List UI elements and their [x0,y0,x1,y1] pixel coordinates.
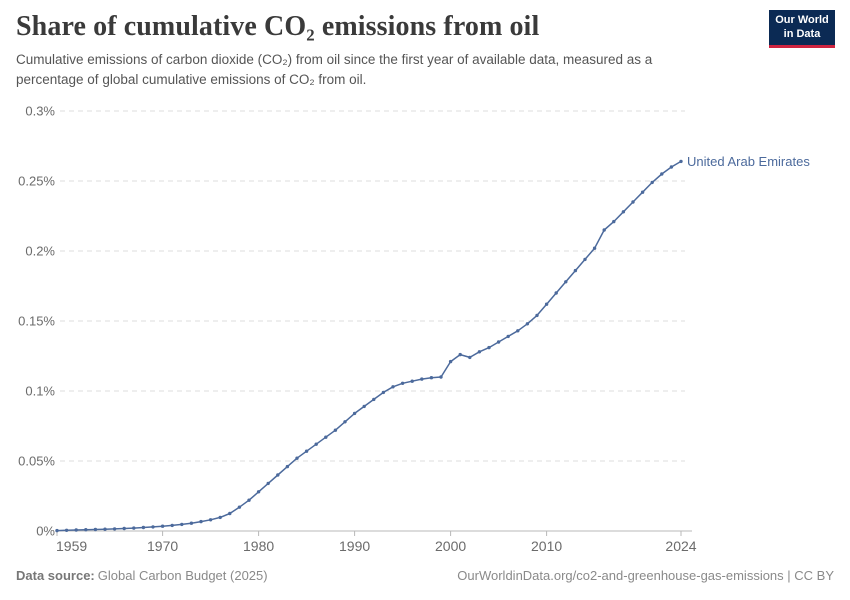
data-point[interactable] [381,390,386,395]
data-point[interactable] [496,340,501,344]
data-point[interactable] [266,481,270,486]
data-point[interactable] [228,511,232,516]
data-point[interactable] [583,257,587,262]
data-point[interactable] [74,528,78,532]
data-point[interactable] [84,528,88,532]
data-point[interactable] [256,490,261,494]
data-point[interactable] [55,528,59,533]
x-tick-label: 2000 [435,538,466,554]
y-tick-label: 0.05% [18,454,55,469]
data-point[interactable] [631,200,635,204]
data-point[interactable] [295,456,299,460]
owid-logo[interactable]: Our World in Data [769,10,835,48]
data-point[interactable] [420,377,424,381]
data-point[interactable] [592,246,597,250]
data-point[interactable] [199,519,203,524]
data-point[interactable] [314,442,318,446]
owid-logo-line2: in Data [783,27,821,40]
data-point[interactable] [621,210,626,214]
series-line[interactable] [56,160,682,532]
data-point[interactable] [544,302,549,306]
data-source: Data source: Global Carbon Budget (2025) [16,568,268,583]
data-point[interactable] [170,523,174,528]
data-point[interactable] [448,359,453,364]
data-point[interactable] [343,420,347,424]
owid-logo-line1: Our World [775,13,829,26]
data-point[interactable] [304,449,309,453]
x-tick-label: 1980 [243,538,274,554]
y-tick-label: 0% [36,524,55,539]
data-point[interactable] [660,172,664,176]
data-point[interactable] [218,515,222,520]
data-point[interactable] [679,159,683,164]
data-point[interactable] [439,375,443,379]
data-point[interactable] [573,268,578,273]
x-tick-label: 1990 [339,538,370,554]
data-point[interactable] [352,411,357,416]
data-point[interactable] [650,180,654,185]
data-point[interactable] [640,190,645,194]
data-point[interactable] [276,473,280,477]
data-point[interactable] [410,379,414,383]
data-point[interactable] [324,435,328,439]
data-point[interactable] [535,313,539,318]
data-point[interactable] [180,522,184,527]
x-tick-label: 2024 [665,538,696,554]
y-tick-label: 0.2% [25,244,55,259]
data-point[interactable] [564,280,568,284]
data-point[interactable] [525,322,530,326]
data-point[interactable] [612,219,616,224]
footer-link[interactable]: OurWorldinData.org/co2-and-greenhouse-ga… [457,568,834,583]
data-point[interactable] [151,525,155,529]
data-point[interactable] [237,505,242,509]
data-source-value: Global Carbon Budget (2025) [97,568,268,583]
x-tick-label: 1959 [56,538,87,554]
data-point[interactable] [93,527,98,532]
data-point[interactable] [285,464,290,469]
y-tick-label: 0.1% [25,384,55,399]
data-source-label: Data source: [16,568,95,583]
data-point[interactable] [333,428,338,432]
data-point[interactable] [160,524,165,528]
data-point[interactable] [208,518,213,522]
data-point[interactable] [122,526,126,531]
y-tick-label: 0.15% [18,314,55,329]
data-point[interactable] [112,527,117,531]
data-point[interactable] [103,527,107,531]
y-tick-label: 0.3% [25,104,55,119]
data-point[interactable] [429,376,434,380]
chart-subtitle: Cumulative emissions of carbon dioxide (… [16,52,653,88]
data-point[interactable] [506,334,510,339]
data-point[interactable] [487,345,491,350]
data-point[interactable] [458,352,462,357]
data-point[interactable] [141,525,146,530]
data-point[interactable] [247,498,251,502]
data-point[interactable] [468,355,472,360]
data-point[interactable] [477,350,482,354]
data-point[interactable] [189,521,194,525]
data-point[interactable] [132,526,136,530]
data-point[interactable] [554,291,558,295]
data-point[interactable] [516,329,520,333]
page-title: Share of cumulative CO₂ emissions from o… [16,11,540,42]
data-point[interactable] [372,397,376,402]
data-point[interactable] [391,385,395,389]
x-tick-label: 2010 [531,538,562,554]
x-tick-label: 1970 [147,538,178,554]
data-point[interactable] [362,404,366,409]
data-point[interactable] [669,165,674,169]
data-point[interactable] [64,528,69,532]
y-tick-label: 0.25% [18,174,55,189]
data-point[interactable] [400,381,405,385]
data-point[interactable] [602,228,606,232]
series-end-label[interactable]: United Arab Emirates [687,154,810,169]
